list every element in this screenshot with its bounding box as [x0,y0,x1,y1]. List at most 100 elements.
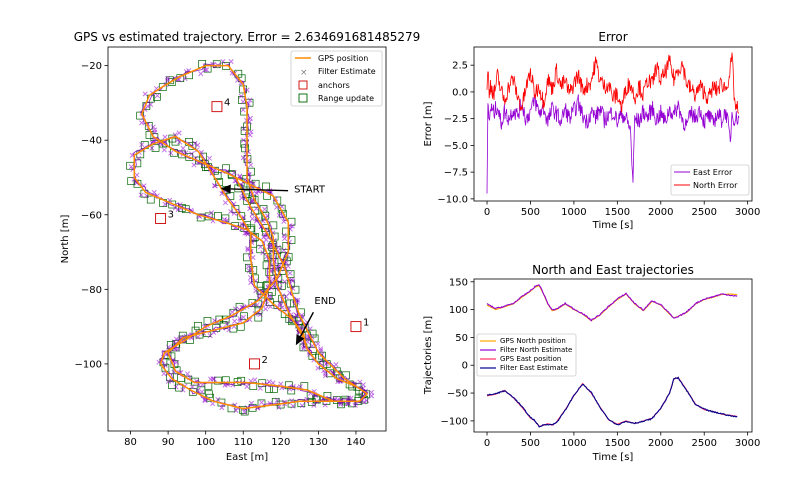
legend-east-error-label: East Error [693,168,733,177]
error-ytick-label: −10.0 [437,194,468,205]
filter-estimate-marker [208,210,214,216]
range-update-marker [178,150,186,159]
trajectory-ytick-label: −80 [81,285,102,296]
trajectories-xtick-label: 0 [484,438,490,449]
filter-estimate-marker [144,193,150,199]
error-ytick-label: −5.0 [444,141,468,152]
filter-estimate-marker [199,389,205,395]
filter-estimate-marker [263,302,269,308]
filter-estimate-marker [247,97,253,103]
range-update-marker [172,366,181,375]
filter-estimate-marker [248,162,254,168]
filter-estimate-marker [256,291,262,297]
range-update-marker [194,321,202,330]
filter-estimate-marker [319,358,325,364]
filter-estimate-marker [290,403,296,409]
trajectory-title: GPS vs estimated trajectory. Error = 2.6… [74,30,421,44]
filter-estimate-marker [248,400,255,406]
trajectory-frame [107,46,387,432]
filter-estimate-marker [195,334,201,340]
filter-estimate-marker [138,192,144,198]
trajectories-xtick-label: 2500 [691,438,716,449]
filter-estimate-marker [165,75,171,81]
range-update-marker [241,144,249,153]
filter-estimate-marker [136,156,142,162]
range-update-marker [146,195,155,204]
filter-estimate-marker [208,376,214,382]
filter-estimate-marker [195,142,201,148]
anchor-marker [211,101,223,113]
filter-estimate-marker [248,129,254,135]
trajectory-y-label: North [m] [60,215,71,264]
filter-estimate-marker [180,145,186,151]
north-error-line [486,52,740,114]
filter-estimate-marker [318,348,324,354]
filter-estimate-marker [196,382,202,388]
filter-estimate-marker [253,205,260,212]
error-xtick-label: 1500 [605,207,630,218]
filter-estimate-marker [149,145,155,151]
filter-estimate-marker [257,385,263,391]
filter-estimate-marker [222,200,229,206]
trajectory-ytick-label: −100 [75,359,102,370]
filter-estimate-marker [154,93,160,99]
trajectory-x-label: East [m] [226,452,268,463]
trajectories-ytick-label: 0 [462,361,468,372]
annotation-end-label: END [314,296,336,307]
filter-estimate-marker [285,263,291,269]
annotation-arrow-shaft [230,188,289,192]
anchor-label: 3 [168,209,174,220]
filter-estimate-marker [242,409,248,415]
filter-estimate-marker [139,142,145,148]
trajectories-xtick-label: 1500 [605,438,630,449]
error-legend-box [670,164,750,196]
filter-estimate-marker [357,379,363,385]
filter-estimate-marker [278,302,284,308]
filter-estimate-marker [210,401,216,407]
filter-estimate-marker [134,172,140,178]
trajectories-xtick-label: 2000 [648,438,673,449]
trajectories-y-label: Trajectories [m] [423,316,434,395]
filter-estimate-marker [283,294,289,300]
filter-estimate-marker [240,107,246,113]
filter-estimate-marker [257,244,264,250]
filter-estimate-marker [215,396,221,402]
anchor-marker [350,321,362,333]
filter-estimate-marker [318,346,324,352]
trajectories-xtick-label: 3000 [735,438,760,449]
filter-estimate-marker [237,316,243,322]
trajectory-xtick-label: 110 [234,437,253,448]
filter-estimate-marker [180,387,186,393]
trajectory-legend: GPS position × Filter Estimate anchors R… [290,50,383,107]
annotation-arrow-head [295,334,305,346]
filter-estimate-marker [247,132,253,138]
trajectories-ytick-label: 100 [449,305,468,316]
filter-estimate-marker [267,293,273,299]
filter-estimate-marker [257,312,263,318]
filter-estimate-marker [262,206,268,212]
filter-estimate-marker [287,270,293,276]
trajectory-xtick-label: 90 [162,437,175,448]
trajectories-ytick-label: 50 [455,333,468,344]
filter-east-line [486,376,738,428]
filter-estimate-marker [240,314,246,320]
trajectory-legend-box [290,50,383,107]
filter-estimate-marker [252,377,258,383]
filter-estimate-marker [315,365,321,371]
filter-estimate-marker [173,384,179,390]
range-update-marker [158,83,167,92]
filter-estimate-marker [369,393,375,399]
filter-estimate-marker [198,71,204,77]
anchor-label: 4 [224,98,230,109]
filter-estimate-marker [161,147,167,153]
legend-anchor-marker [298,80,308,90]
filter-estimate-marker [195,387,201,393]
filter-estimate-marker [228,208,234,215]
range-update-marker [256,245,265,254]
filter-estimate-marker [290,278,296,284]
filter-estimate-marker [263,306,269,312]
filter-estimate-marker [352,402,358,408]
range-update-marker [214,212,222,220]
filter-estimate-marker [307,326,313,332]
